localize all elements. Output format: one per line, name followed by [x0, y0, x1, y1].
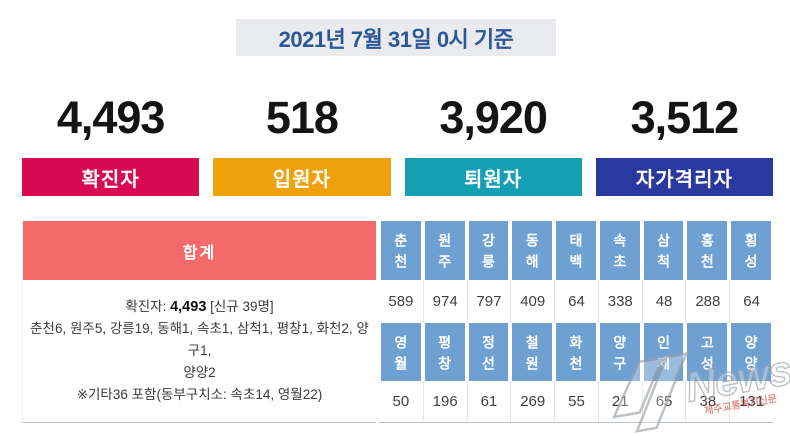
- quarantine-label: 자가격리자: [595, 158, 773, 196]
- hospitalized-label: 입원자: [213, 158, 391, 196]
- summary-line-1: 확진자: 4,493 [신규 39명]: [125, 299, 274, 315]
- city-header: 강릉: [466, 221, 511, 280]
- city-header: 화천: [554, 323, 598, 381]
- city-value: 131: [729, 381, 773, 421]
- stat-discharged: 3,920 퇴원자: [404, 92, 582, 196]
- city-header: 양구: [597, 323, 642, 381]
- city-value: 55: [554, 381, 598, 421]
- discharged-label: 퇴원자: [404, 158, 582, 196]
- summary-notes: 확진자: 4,493 [신규 39명] 춘천6, 원주5, 강릉19, 동해1,…: [23, 280, 376, 422]
- stat-quarantine: 3,512 자가격리자: [595, 92, 773, 196]
- stat-confirmed: 4,493 확진자: [22, 92, 200, 196]
- city-header: 홍천: [685, 221, 730, 280]
- city-header: 영월: [379, 323, 423, 381]
- city-value-row-1: 589 974 797 409 64 338 48 288 64: [379, 280, 773, 323]
- total-header: 합계: [23, 221, 376, 280]
- summary-line-2: 춘천6, 원주5, 강릉19, 동해1, 속초1, 삼척1, 평창1, 화천2,…: [30, 321, 369, 358]
- city-header: 철원: [510, 323, 555, 381]
- city-value: 38: [685, 381, 729, 421]
- city-header-row-2: 영월 평창 정선 철원 화천 양구 인제 고성 양양: [379, 323, 773, 381]
- date-banner: 2021년 7월 31일 0시 기준: [236, 19, 556, 56]
- summary-line-3: 양양2: [183, 365, 216, 380]
- city-value: 288: [685, 280, 729, 323]
- discharged-count: 3,920: [439, 92, 548, 143]
- date-text: 2021년 7월 31일 0시 기준: [278, 26, 514, 52]
- city-value: 269: [510, 381, 554, 421]
- city-header: 춘천: [379, 221, 423, 280]
- city-header: 동해: [510, 221, 555, 280]
- city-value: 196: [422, 381, 467, 421]
- city-value: 50: [392, 392, 410, 410]
- city-header: 속초: [597, 221, 642, 280]
- city-header: 횡성: [729, 221, 773, 280]
- city-value: 974: [422, 280, 467, 323]
- city-value: 409: [510, 280, 554, 323]
- confirmed-count: 4,493: [56, 92, 166, 143]
- city-value: 64: [729, 280, 773, 323]
- city-value: 338: [597, 280, 642, 323]
- quarantine-count: 3,512: [630, 92, 740, 143]
- city-header-row-1: 춘천 원주 강릉 동해 태백 속초 삼척 홍천 횡성: [379, 221, 773, 280]
- stats-row: 4,493 확진자 518 입원자 3,920 퇴원자 3,512 자가격리자: [22, 92, 773, 196]
- city-value: 64: [554, 280, 598, 323]
- city-header: 삼척: [641, 221, 686, 280]
- confirmed-label: 확진자: [22, 158, 200, 196]
- city-value: 65: [641, 381, 686, 421]
- city-header: 태백: [554, 221, 598, 280]
- city-value: 48: [641, 280, 686, 323]
- city-value-row-2: 50 196 61 269 55 21 65 38 131: [379, 381, 773, 421]
- city-value: 61: [466, 381, 511, 421]
- city-grid: 춘천 원주 강릉 동해 태백 속초 삼척 홍천 횡성 589 974 797 4…: [379, 221, 773, 423]
- summary-line-4: ※기타36 포함(동부구치소: 속초14, 영월22): [76, 387, 323, 402]
- total-cell: 합계 확진자: 4,493 [신규 39명] 춘천6, 원주5, 강릉19, 동…: [22, 221, 376, 423]
- region-table: 합계 확진자: 4,493 [신규 39명] 춘천6, 원주5, 강릉19, 동…: [22, 221, 773, 423]
- city-value: 797: [466, 280, 511, 323]
- hospitalized-count: 518: [265, 92, 339, 143]
- city-value: 589: [388, 293, 414, 310]
- city-header: 인제: [641, 323, 686, 381]
- city-value: 21: [597, 381, 642, 421]
- city-header: 평창: [422, 323, 467, 381]
- city-header: 고성: [685, 323, 730, 381]
- city-header: 원주: [422, 221, 467, 280]
- city-header: 양양: [729, 323, 773, 381]
- stat-hospitalized: 518 입원자: [213, 92, 391, 196]
- city-header: 정선: [466, 323, 511, 381]
